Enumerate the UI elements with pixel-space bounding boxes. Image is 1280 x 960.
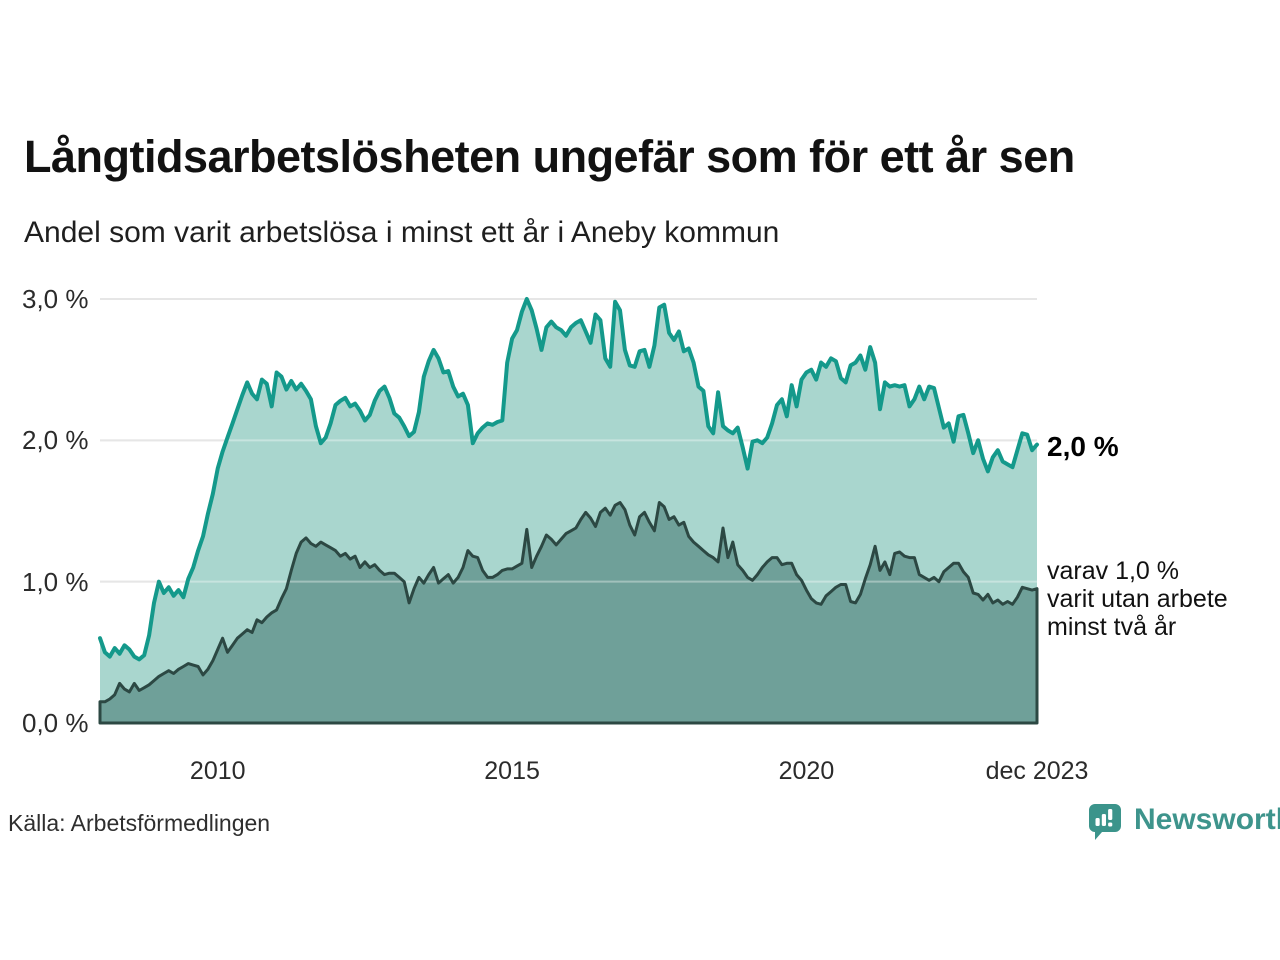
newsworthy-bubble-icon	[1089, 804, 1121, 840]
annotation-line: minst två år	[1047, 613, 1177, 641]
line-two-years	[98, 501, 1039, 725]
y-tick-label: 0,0 %	[22, 708, 89, 738]
chart-title: Långtidsarbetslösheten ungefär som för e…	[24, 131, 1075, 182]
newsworthy-wordmark: Newsworthy	[1134, 803, 1280, 836]
y-tick-label: 2,0 %	[22, 425, 89, 456]
line-total	[98, 297, 1039, 662]
area-two-years	[100, 502, 1037, 723]
annotation-line: varav 1,0 %	[1047, 557, 1180, 585]
x-tick-label: 2015	[484, 757, 540, 785]
y-tick-label: 1,0 %	[22, 566, 89, 597]
end-value-label-total: 2,0 %	[1047, 431, 1119, 462]
source-attribution: Källa: Arbetsförmedlingen	[8, 810, 271, 836]
end-value-label-two-years: varav 1,0 % varit utan arbete minst två …	[1047, 557, 1228, 641]
newsworthy-logo: Newsworthy	[1088, 803, 1280, 845]
chart-subtitle: Andel som varit arbetslösa i minst ett å…	[24, 216, 780, 249]
x-tick-label: 2020	[778, 757, 835, 785]
annotation-line: varit utan arbete	[1047, 585, 1228, 613]
x-tick-label: dec 2023	[985, 757, 1089, 785]
y-tick-label: 3,0 %	[22, 284, 89, 314]
x-tick-label: 2010	[189, 757, 246, 785]
